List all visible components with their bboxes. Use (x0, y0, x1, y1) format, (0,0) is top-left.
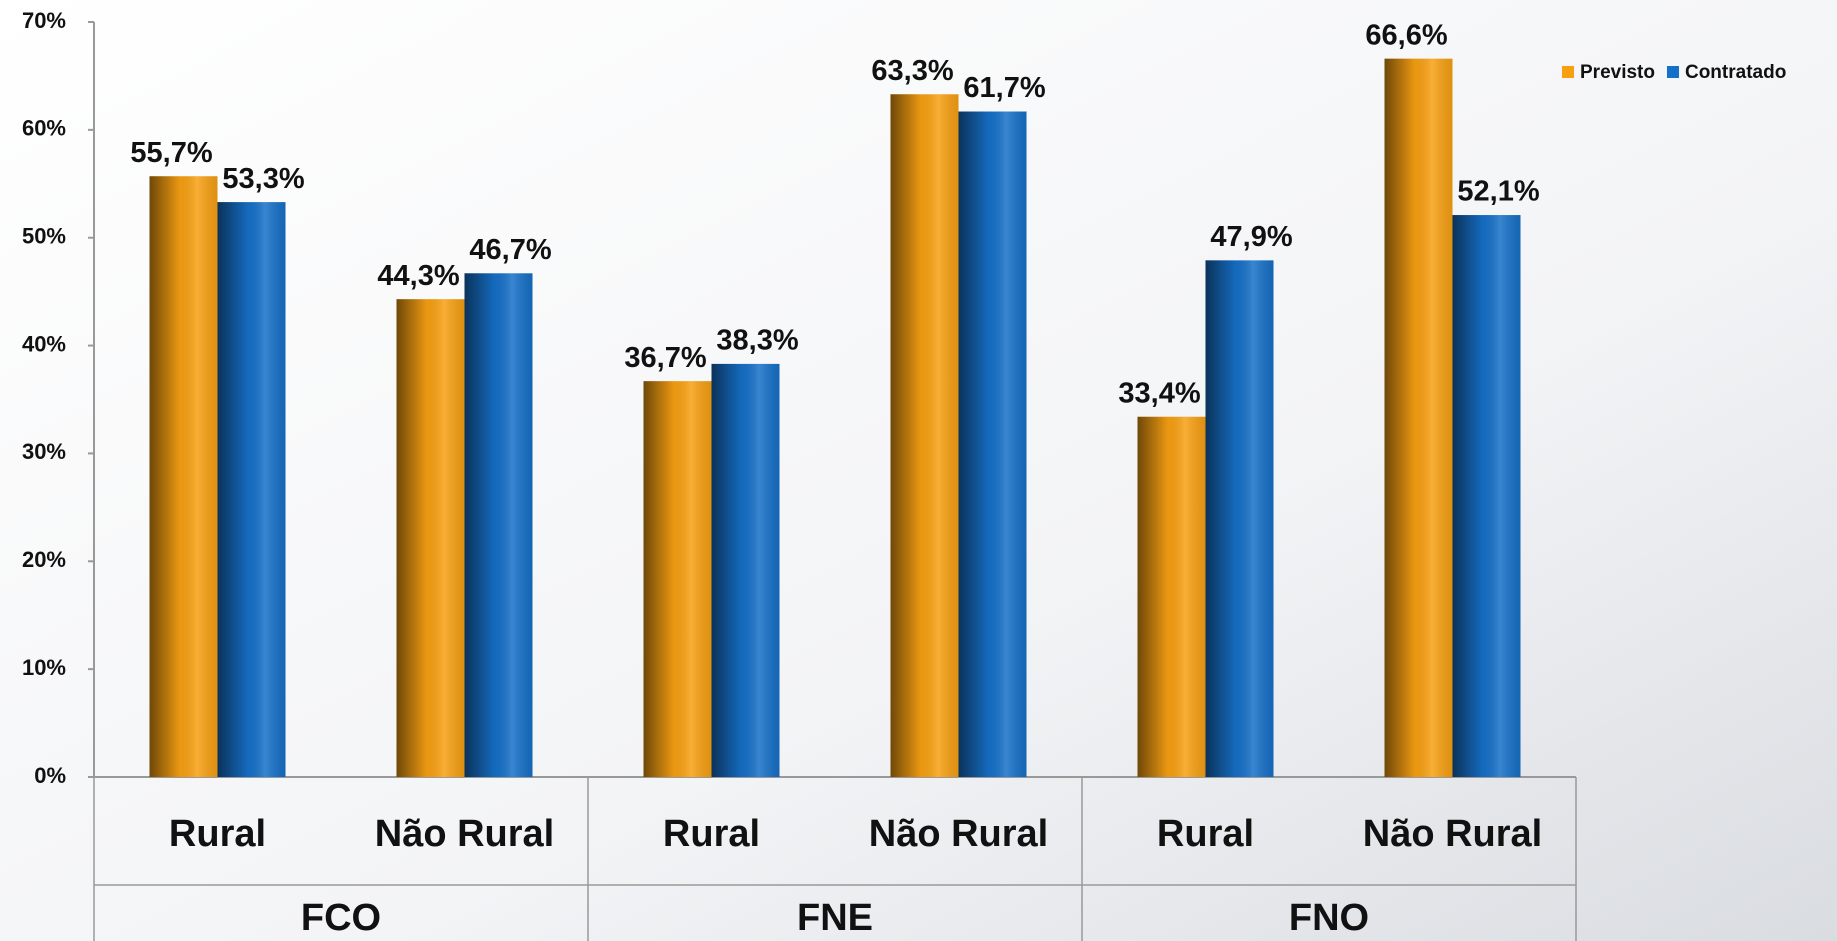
legend-label: Contratado (1685, 62, 1786, 83)
legend-swatch (1666, 66, 1679, 78)
data-label: 63,3% (871, 55, 953, 87)
data-label: 44,3% (377, 260, 459, 292)
data-label: 53,3% (222, 163, 304, 195)
y-tick-label: 70% (22, 8, 66, 33)
bar-shade (711, 363, 780, 777)
data-label: 66,6% (1365, 19, 1447, 51)
x-tick-label: Rural (663, 813, 760, 855)
x-tick-label: Não Rural (869, 813, 1048, 855)
data-label: 52,1% (1457, 176, 1539, 208)
bar-shade (643, 381, 712, 777)
y-tick-label: 60% (22, 116, 66, 141)
y-tick-label: 50% (22, 224, 66, 249)
y-tick-label: 20% (22, 547, 66, 572)
bar-shade (1452, 215, 1521, 778)
y-tick-label: 40% (22, 331, 66, 356)
data-label: 55,7% (130, 137, 212, 169)
bar-shade (1384, 58, 1453, 777)
bar-shade (464, 273, 533, 777)
y-tick-label: 10% (22, 655, 66, 680)
group-label: FNO (1289, 897, 1369, 939)
data-label: 36,7% (624, 342, 706, 374)
data-label: 38,3% (716, 325, 798, 357)
data-label: 61,7% (963, 72, 1045, 104)
bar-shade (1205, 260, 1274, 778)
bar-shade (1137, 416, 1206, 777)
data-label: 33,4% (1118, 377, 1200, 409)
x-tick-label: Não Rural (375, 813, 554, 855)
data-label: 47,9% (1210, 221, 1292, 253)
legend-label: Previsto (1580, 62, 1655, 83)
x-tick-label: Rural (169, 813, 266, 855)
y-tick-label: 0% (34, 763, 66, 788)
data-label: 46,7% (469, 234, 551, 266)
y-tick-label: 30% (22, 439, 66, 464)
bar-shade (958, 111, 1027, 778)
legend-swatch (1562, 66, 1574, 78)
group-label: FNE (797, 897, 873, 939)
bar-shade (217, 202, 286, 777)
bar-shade (890, 94, 959, 777)
x-tick-label: Não Rural (1363, 813, 1542, 855)
group-label: FCO (301, 897, 381, 939)
x-tick-label: Rural (1157, 813, 1254, 855)
bar-shade (149, 176, 218, 777)
bar-shade (396, 299, 465, 777)
